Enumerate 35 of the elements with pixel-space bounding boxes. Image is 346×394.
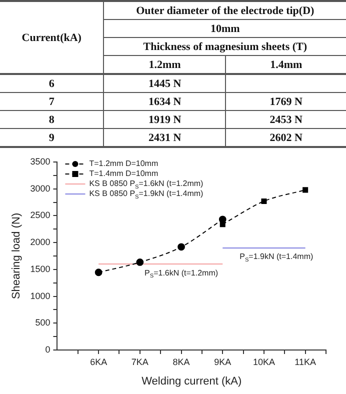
y-tick-label: 2000 xyxy=(30,237,50,248)
legend-label: T=1.4mm D=10mm xyxy=(89,169,158,178)
x-tick-label: 10KA xyxy=(252,356,275,367)
chart-subtitle: 10mm xyxy=(104,20,346,38)
data-label: 2602 N xyxy=(226,128,346,147)
x-tick-label: 9KA xyxy=(214,356,232,367)
data-label: 2431 N xyxy=(104,128,226,147)
y-tick-label: 3000 xyxy=(30,183,50,194)
y-axis-title: Shearing load (N) xyxy=(10,212,23,300)
data-label: 1445 N xyxy=(104,74,226,92)
y-tick-label: 2500 xyxy=(30,210,50,220)
y-tick-label: 3500 xyxy=(30,156,50,166)
y-tick-label: 8 xyxy=(0,110,104,128)
data-label: 2453 N xyxy=(226,110,346,128)
legend-label: T=1.2mm D=10mm xyxy=(89,159,158,168)
y-tick-label: 7 xyxy=(0,92,104,110)
x-tick-label: 1.4mm xyxy=(226,56,346,74)
x-tick-label: 11KA xyxy=(294,356,316,367)
x-tick-label: 6KA xyxy=(90,356,108,367)
y-tick-label: 500 xyxy=(35,318,50,328)
x-tick-label: 8KA xyxy=(172,356,190,367)
x-tick-label: 7KA xyxy=(131,356,148,367)
y-tick-label: 6 xyxy=(0,74,104,92)
y-tick-label: 9 xyxy=(0,128,104,147)
legend-title: Thickness of magnesium sheets (T) xyxy=(104,38,346,56)
y-tick-label: 1000 xyxy=(30,290,50,301)
data-label: 1634 N xyxy=(104,92,226,110)
y-tick-label: 0 xyxy=(45,344,50,354)
data-label: 1919 N xyxy=(104,110,226,128)
y-axis-title: Current(kA) xyxy=(0,1,104,74)
data-label: 1769 N xyxy=(226,92,346,110)
x-axis-title: Welding current (kA) xyxy=(142,375,242,388)
x-tick-label: 1.2mm xyxy=(104,56,226,74)
y-tick-label: 1500 xyxy=(30,264,50,274)
chart-title: Outer diameter of the electrode tip(D) xyxy=(104,1,346,20)
